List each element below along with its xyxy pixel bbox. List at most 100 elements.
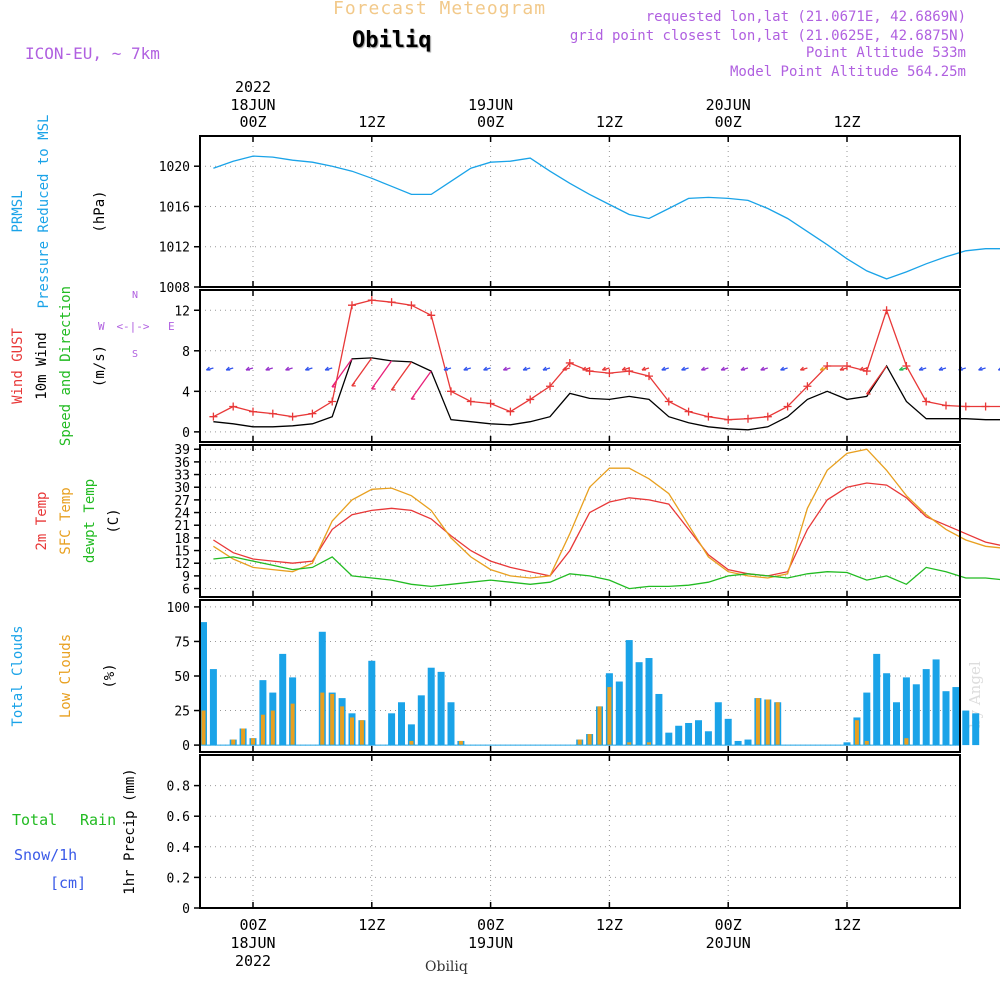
cloud-bar-total bbox=[655, 693, 663, 746]
cloud-bar-low bbox=[290, 703, 295, 746]
y-tick-label: 1008 bbox=[159, 281, 190, 296]
wind-arrowhead bbox=[390, 386, 396, 391]
wind-arrowhead bbox=[661, 366, 666, 371]
bottom-date-label: 20JUN bbox=[706, 934, 751, 952]
cloud-bar-low bbox=[607, 687, 612, 746]
cloud-bar-low bbox=[587, 734, 592, 746]
gust-marker bbox=[546, 382, 554, 391]
y-tick-label: 25 bbox=[174, 705, 190, 720]
gust-marker bbox=[763, 412, 772, 421]
wind-arrowhead bbox=[760, 366, 765, 371]
series-line-sfc bbox=[213, 448, 1000, 579]
pressure-label-1: PRMSL bbox=[10, 190, 26, 232]
total-clouds-label: Total Clouds bbox=[10, 625, 26, 726]
precip-rain-label: Rain bbox=[80, 811, 116, 829]
top-date-label: 19JUN bbox=[468, 96, 513, 114]
cloud-bar-total bbox=[695, 720, 702, 746]
panel-frame bbox=[199, 754, 961, 909]
cloud-bar-total bbox=[615, 681, 623, 746]
cloud-bar-total bbox=[724, 718, 732, 746]
wind-arrowhead bbox=[799, 366, 805, 371]
wind-arrowhead bbox=[522, 366, 528, 371]
y-tick-label: 30 bbox=[174, 481, 190, 496]
cloud-bar-low bbox=[864, 740, 869, 746]
model-name: ICON-EU, ~ 7km bbox=[25, 44, 160, 63]
wind-speed-label: Speed and Direction bbox=[58, 286, 74, 446]
y-tick-label: 8 bbox=[182, 345, 190, 360]
cloud-bar-total bbox=[942, 691, 950, 746]
gust-marker bbox=[803, 382, 812, 391]
y-tick-label: 6 bbox=[182, 583, 190, 598]
cloud-bar-low bbox=[458, 740, 463, 746]
top-time-label: 12Z bbox=[596, 113, 623, 131]
precip-snow-label: Snow/1h bbox=[14, 846, 77, 864]
pressure-unit: (hPa) bbox=[92, 190, 108, 232]
wind-arrowhead bbox=[621, 366, 627, 371]
temp-unit: (C) bbox=[106, 508, 122, 533]
gust-marker bbox=[645, 372, 653, 381]
cloud-bar-total bbox=[368, 660, 376, 746]
cloud-bar-total bbox=[714, 702, 722, 746]
gust-marker bbox=[229, 402, 238, 411]
panel-frame bbox=[199, 289, 961, 443]
y-tick-label: 1020 bbox=[159, 160, 190, 175]
bottom-year-label: 2022 bbox=[235, 952, 271, 970]
top-time-label: 12Z bbox=[833, 113, 860, 131]
top-time-label: 00Z bbox=[715, 113, 742, 131]
y-tick-label: 1012 bbox=[159, 241, 190, 256]
gust-marker bbox=[308, 409, 317, 418]
cloud-bar-total bbox=[417, 695, 425, 746]
gust-marker bbox=[664, 397, 673, 406]
cloud-bar-low bbox=[597, 706, 602, 746]
gust-marker bbox=[981, 402, 990, 411]
cloud-bar-total bbox=[209, 669, 217, 746]
bottom-time-label: 12Z bbox=[358, 916, 385, 934]
gust-marker bbox=[942, 401, 950, 410]
cloud-bar-low bbox=[340, 706, 345, 746]
point-altitude: Point Altitude 533m bbox=[805, 45, 966, 61]
y-tick-label: 0.4 bbox=[167, 841, 191, 856]
gust-marker bbox=[882, 306, 891, 315]
wind-arrowhead bbox=[898, 366, 904, 371]
wind-arrowhead bbox=[918, 366, 924, 371]
bottom-time-label: 00Z bbox=[715, 916, 742, 934]
gust-marker bbox=[486, 399, 495, 408]
cloud-bar-total bbox=[200, 622, 207, 746]
gust-marker bbox=[328, 397, 337, 406]
cloud-bar-total bbox=[902, 677, 910, 746]
cloud-bar-low bbox=[627, 742, 632, 746]
temp-2m-label: 2m Temp bbox=[34, 491, 50, 550]
gust-marker bbox=[387, 298, 396, 307]
wind-arrowhead bbox=[463, 366, 468, 371]
cloud-bar-total bbox=[447, 702, 455, 746]
precip-unit-cm: [cm] bbox=[50, 874, 86, 892]
y-tick-label: 75 bbox=[174, 635, 190, 650]
temp-dewpt-label: dewpt Temp bbox=[82, 479, 98, 563]
bottom-date-label: 18JUN bbox=[230, 934, 275, 952]
cloud-bar-low bbox=[765, 699, 770, 746]
series-line-dewpt bbox=[213, 556, 1000, 590]
cloud-bar-total bbox=[388, 713, 396, 746]
gridpoint-coords: grid point closest lon,lat (21.0625E, 42… bbox=[569, 28, 966, 44]
cloud-bar-low bbox=[251, 738, 255, 746]
wind-10m-label: 10m Wind bbox=[34, 332, 50, 399]
y-tick-label: 50 bbox=[174, 670, 190, 685]
gust-marker bbox=[744, 414, 752, 423]
location-title: Obiliq bbox=[352, 28, 432, 53]
top-date-label: 20JUN bbox=[706, 96, 751, 114]
wind-arrowhead bbox=[225, 366, 231, 371]
cloud-bar-total bbox=[704, 731, 712, 746]
cloud-bar-low bbox=[904, 738, 909, 746]
y-tick-label: 12 bbox=[174, 557, 190, 572]
wind-arrowhead bbox=[331, 383, 336, 388]
wind-gust-label: Wind GUST bbox=[10, 328, 26, 404]
gust-marker bbox=[565, 358, 574, 367]
wind-arrowhead bbox=[324, 366, 330, 371]
cloud-bar-total bbox=[685, 722, 693, 746]
cloud-bar-total bbox=[744, 739, 752, 746]
wind-arrowhead bbox=[443, 366, 448, 371]
wind-arrowhead bbox=[265, 366, 270, 371]
cloud-bar-low bbox=[201, 710, 206, 746]
